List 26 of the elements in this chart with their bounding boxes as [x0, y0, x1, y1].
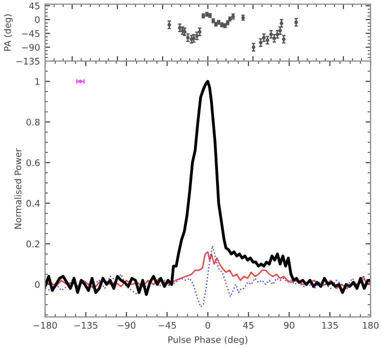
y-tick-label: 0: [35, 16, 40, 24]
line-series: [45, 80, 371, 296]
y-tick-label: −135: [16, 58, 40, 65]
y-tick-label: 0.4: [26, 200, 40, 207]
y-tick-label: 0.6: [26, 159, 40, 166]
x-tick-label: 135: [322, 322, 338, 329]
y-tick-label: −90: [22, 44, 40, 51]
y-axis-title: Normalised Power: [14, 148, 22, 229]
x-tick-label: −180: [34, 322, 57, 329]
x-axis-title: Pulse Phase (deg): [168, 336, 248, 345]
y-tick-label: 1: [35, 78, 40, 85]
line-series: [45, 251, 371, 290]
x-tick-label: 180: [362, 322, 379, 329]
y-tick-label: −45: [22, 30, 40, 37]
x-tick-label: 45: [243, 322, 254, 329]
y-tick-label: 0: [35, 281, 40, 288]
line-series: [45, 245, 371, 308]
x-tick-label: 90: [284, 322, 294, 329]
x-tick-label: 0: [206, 322, 210, 329]
x-tick-label: −135: [74, 322, 98, 329]
y-tick-label: 0.2: [26, 240, 40, 248]
x-tick-label: −45: [158, 322, 176, 329]
y-tick-label: 0.8: [26, 118, 40, 126]
y-tick-label: 45: [29, 2, 40, 10]
x-tick-label: −90: [118, 322, 136, 329]
y-axis-title: PA (deg): [4, 14, 13, 51]
